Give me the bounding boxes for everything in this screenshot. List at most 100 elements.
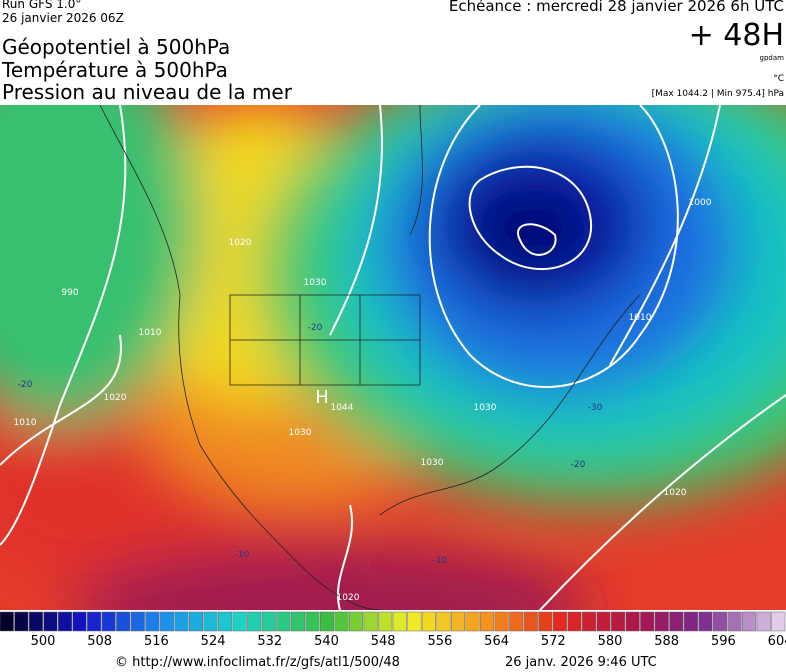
map-label: H [315,387,329,408]
colorbar-cell [159,611,174,632]
colorbar-cell [669,611,684,632]
colorbar-cell [494,611,509,632]
map-label: 1030 [421,458,444,468]
colorbar-cell [465,611,480,632]
colorbar-label: 540 [314,634,339,649]
colorbar-cell [43,611,58,632]
colorbar-cell [232,611,247,632]
isobars [0,105,786,610]
colorbar-cell [596,611,611,632]
colorbar-cell [305,611,320,632]
colorbar-label: 572 [540,634,566,649]
colorbar-cell [349,611,364,632]
colorbar-labels: 500 508 516 524 532 540 548 556 564 572 580 588 596 6… [0,634,786,654]
colorbar-cell [392,611,407,632]
map-label: 1030 [304,278,327,288]
colorbar-label: 508 [87,634,113,649]
echeance: Echéance : mercredi 28 janvier 2026 6h U… [448,0,784,15]
colorbar-cell [727,611,742,632]
colorbar-cell [712,611,728,632]
colorbar-cell [640,611,655,632]
map-label: 1030 [289,428,312,438]
generated-time: 26 janv. 2026 9:46 UTC [505,655,657,670]
colorbar-cell [218,611,233,632]
colorbar-cell [247,611,262,632]
title-1: Géopotentiel à 500hPa [2,35,231,59]
colorbar-cell [611,611,626,632]
colorbar-cell [276,611,291,632]
colorbar-cell [203,611,218,632]
unit-temperature: °C [773,74,784,84]
extremes: [Max 1044.2 | Min 975.4] hPa [651,89,784,99]
map-label: 1010 [629,313,652,323]
colorbar-cell [509,611,524,632]
colorbar-cell [756,611,771,632]
colorbar-cell [625,611,640,632]
colorbar-cell [771,611,786,632]
colorbar-cell [581,611,597,632]
colorbar-label: 604 [767,634,786,649]
colorbar-cell [130,611,145,632]
colorbar-cell [436,611,451,632]
colorbar-cell [101,611,116,632]
lead-time: + 48H [688,18,784,53]
map-label: -20 [18,380,33,390]
colorbar-label: 596 [710,634,736,649]
colorbar-label: 580 [597,634,623,649]
map-label: -10 [433,556,448,566]
colorbar-cell [378,611,393,632]
unit-geopotential: gpdam [759,54,784,62]
map-label: -40 [538,283,553,293]
colorbar-cell [116,611,131,632]
colorbar-label: 548 [370,634,396,649]
colorbar-label: 556 [427,634,453,649]
colorbar-cell [319,611,335,632]
map-label: 1020 [229,238,252,248]
colorbar-cell [174,611,189,632]
colorbar-label: 564 [484,634,509,649]
colorbar-label: 516 [143,634,169,649]
colorbar-cell [523,611,538,632]
colorbar [0,611,786,632]
run-label: Run GFS 1.0° [2,0,82,11]
colorbar-cell [538,611,553,632]
colorbar-cell [421,611,436,632]
map-label: 1010 [139,328,162,338]
source: © http://www.infoclimat.fr/z/gfs/atl1/50… [115,655,400,670]
temperature-field [0,105,786,610]
colorbar-cell [698,611,713,632]
title-3: Pression au niveau de la mer [2,80,292,104]
map-label: -30 [588,403,603,413]
colorbar-cell [261,611,276,632]
colorbar-cell [72,611,87,632]
map-label: 990 [61,288,78,298]
colorbar-cell [28,611,43,632]
map-label: 1030 [474,403,497,413]
colorbar-cell [145,611,160,632]
map-label: 1010 [14,418,37,428]
colorbar-cell [0,611,14,632]
map-label: 1000 [689,198,712,208]
map: 1020 1030 990 1010 1020 -20 -40 H 1044 1030 1030 10… [0,105,786,610]
colorbar-label: 500 [30,634,56,649]
map-label: 1020 [664,488,687,498]
colorbar-cell [450,611,466,632]
colorbar-cell [407,611,422,632]
colorbar-label: 588 [654,634,680,649]
map-label: -10 [235,550,250,560]
colorbar-cell [87,611,102,632]
colorbar-cell [14,611,29,632]
colorbar-cell [290,611,305,632]
colorbar-label: 524 [200,634,226,649]
title-2: Température à 500hPa [2,58,228,82]
map-label: -20 [308,323,323,333]
colorbar-cell [552,611,567,632]
colorbar-cell [363,611,378,632]
colorbar-cell [567,611,582,632]
colorbar-cell [188,611,204,632]
map-label: 1020 [104,393,127,403]
colorbar-cell [57,611,73,632]
colorbar-cell [334,611,349,632]
map-label: -20 [571,460,586,470]
